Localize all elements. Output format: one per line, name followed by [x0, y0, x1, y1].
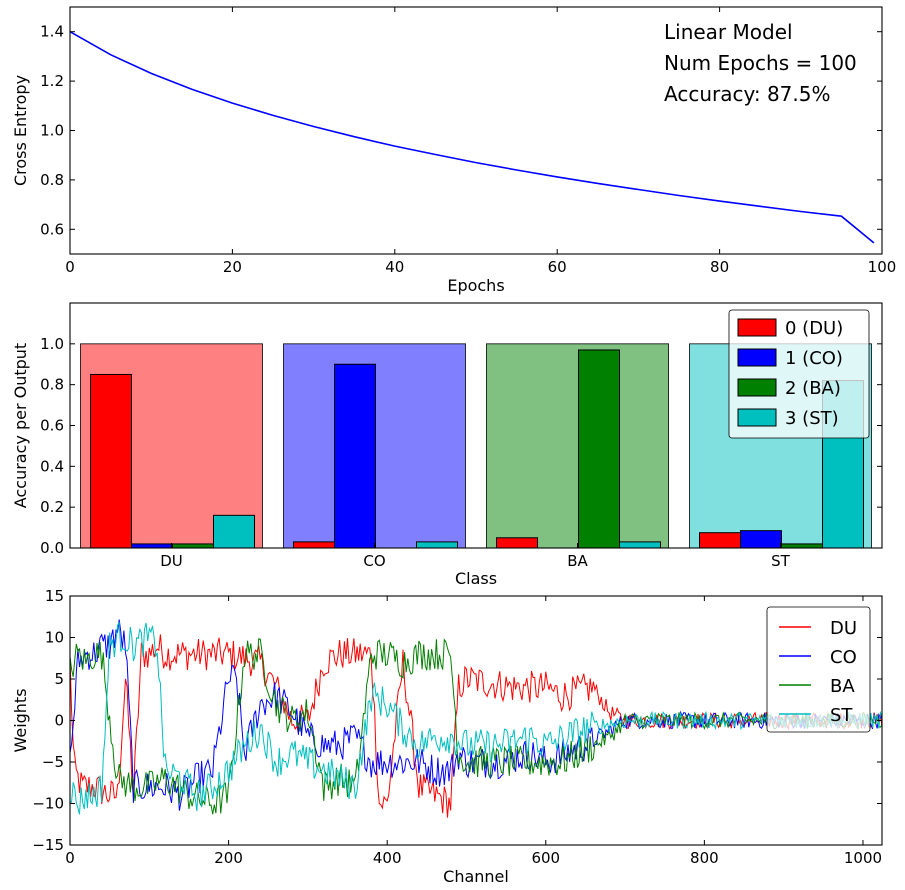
loss-ytick-label: 1.0: [40, 122, 64, 140]
weights-legend-box: [766, 606, 871, 733]
bar: [293, 541, 335, 549]
loss-ytick-label: 1.2: [40, 72, 64, 90]
loss-xtick-label: 60: [548, 258, 567, 276]
legend-label: 1 (CO): [785, 348, 843, 369]
legend-swatch: [737, 378, 777, 397]
bar: [172, 543, 214, 549]
bar: [416, 541, 458, 549]
loss-xlabel: Epochs: [447, 276, 504, 295]
loss-ytick-label: 0.6: [40, 220, 64, 238]
legend-label: CO: [830, 647, 857, 668]
legend-label: 2 (BA): [785, 378, 841, 399]
bars-ylabel: Accuracy per Output: [11, 343, 30, 508]
bars-xlabel: Class: [455, 569, 497, 588]
legend-swatch: [737, 318, 777, 337]
legend-label: BA: [830, 676, 855, 697]
weights-xtick-label: 400: [373, 849, 402, 867]
annotation-line: Accuracy: 87.5%: [664, 82, 830, 106]
bars-xtick-label: BA: [567, 552, 588, 570]
loss-ylabel: Cross Entropy: [11, 75, 30, 186]
loss-xtick-label: 40: [385, 258, 404, 276]
bar: [496, 537, 538, 549]
bar: [334, 363, 376, 549]
weights-trace-st: [70, 621, 882, 815]
loss-xtick-label: 100: [868, 258, 897, 276]
bar: [578, 349, 620, 549]
legend-swatch: [737, 348, 777, 367]
legend-swatch: [737, 408, 777, 427]
bar: [131, 543, 173, 549]
weights-xtick-label: 0: [65, 849, 75, 867]
weights-ytick-label: 0: [54, 712, 64, 730]
bars-xtick-label: DU: [160, 552, 183, 570]
weights-xtick-label: 800: [690, 849, 719, 867]
loss-xtick-label: 0: [65, 258, 75, 276]
bars-ytick-label: 0.0: [40, 539, 64, 557]
annotation-line: Linear Model: [664, 20, 793, 44]
bar: [740, 530, 782, 549]
bar: [781, 543, 823, 549]
loss-frame: [69, 6, 883, 255]
weights-xtick-label: 1000: [844, 849, 882, 867]
weights-ytick-label: −15: [32, 836, 64, 854]
bars-legend-box: [728, 309, 870, 439]
bars-xtick-label: ST: [771, 552, 791, 570]
weights-xtick-label: 200: [214, 849, 243, 867]
weights-ytick-label: 15: [45, 587, 64, 605]
bar: [90, 373, 132, 549]
bars-ytick-label: 0.4: [40, 457, 64, 475]
weights-ytick-label: −5: [42, 753, 64, 771]
bars-ytick-label: 0.6: [40, 417, 64, 435]
class-background-bar: [486, 343, 669, 549]
bars-ytick-label: 0.8: [40, 376, 64, 394]
loss-ytick-label: 0.8: [40, 171, 64, 189]
bars-xtick-label: CO: [363, 552, 385, 570]
legend-label: 3 (ST): [785, 408, 839, 429]
weights-ylabel: Weights: [11, 688, 30, 752]
weights-ytick-label: 10: [45, 629, 64, 647]
legend-label: ST: [830, 705, 853, 726]
loss-xtick-label: 20: [223, 258, 242, 276]
bar: [619, 541, 661, 549]
bar: [213, 514, 255, 549]
bar: [699, 532, 741, 549]
loss-xtick-label: 80: [710, 258, 729, 276]
annotation-line: Num Epochs = 100: [664, 51, 857, 75]
legend-label: DU: [830, 618, 857, 639]
weights-xlabel: Channel: [443, 867, 509, 886]
weights-xtick-label: 600: [531, 849, 560, 867]
bars-ytick-label: 0.2: [40, 498, 64, 516]
weights-ytick-label: 5: [54, 670, 64, 688]
loss-ytick-label: 1.4: [40, 23, 64, 41]
weights-ytick-label: −10: [32, 795, 64, 813]
loss-curve: [69, 31, 875, 244]
legend-label: 0 (DU): [785, 318, 843, 339]
bars-ytick-label: 1.0: [40, 335, 64, 353]
weights-traces: [70, 619, 882, 818]
